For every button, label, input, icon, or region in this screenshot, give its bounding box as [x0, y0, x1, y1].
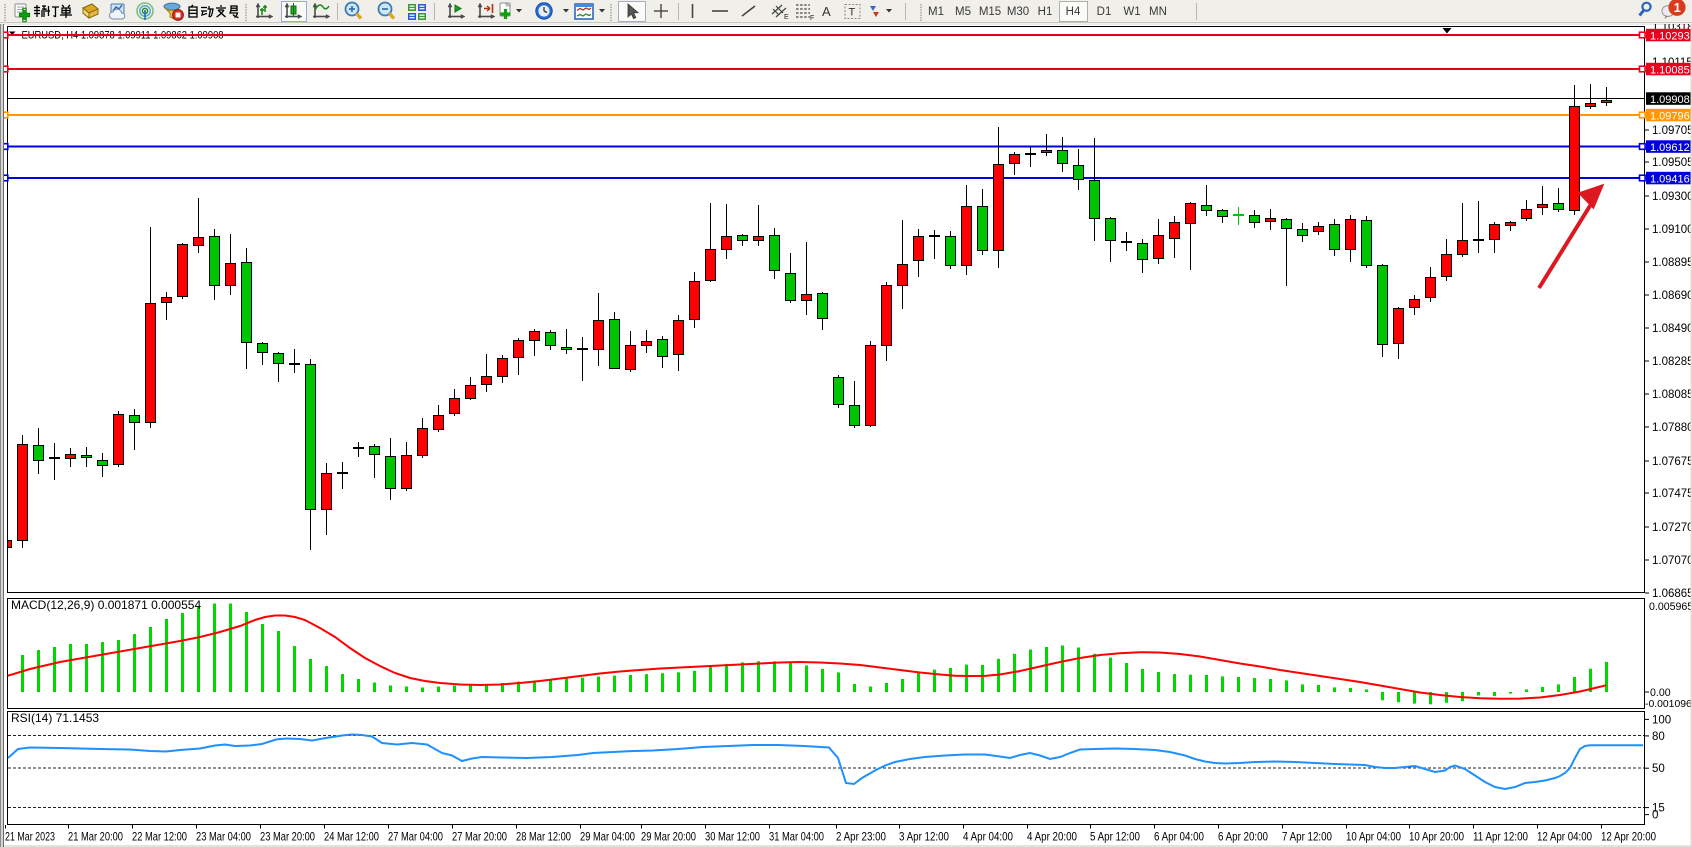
svg-text:M15: M15: [979, 6, 1001, 18]
svg-text:10 Apr 20:00: 10 Apr 20:00: [1409, 830, 1464, 844]
svg-text:T: T: [849, 7, 856, 19]
svg-text:0.005965: 0.005965: [1649, 601, 1692, 613]
svg-text:11 Apr 12:00: 11 Apr 12:00: [1473, 830, 1528, 844]
svg-text:28 Mar 12:00: 28 Mar 12:00: [516, 830, 571, 844]
svg-text:H4: H4: [1066, 6, 1081, 18]
svg-text:23 Mar 20:00: 23 Mar 20:00: [260, 830, 315, 844]
svg-text:24 Mar 12:00: 24 Mar 12:00: [324, 830, 379, 844]
svg-text:27 Mar 20:00: 27 Mar 20:00: [452, 830, 507, 844]
svg-text:29 Mar 04:00: 29 Mar 04:00: [580, 830, 635, 844]
svg-text:1.09705: 1.09705: [1652, 125, 1692, 137]
svg-text:1.07675: 1.07675: [1652, 456, 1692, 468]
svg-text:6 Apr 20:00: 6 Apr 20:00: [1218, 830, 1268, 844]
svg-text:1.07880: 1.07880: [1652, 422, 1692, 434]
svg-text:1: 1: [1674, 0, 1681, 15]
svg-text:2 Apr 23:00: 2 Apr 23:00: [836, 830, 886, 844]
svg-text:1.10085: 1.10085: [1650, 64, 1690, 76]
svg-text:0: 0: [1652, 810, 1658, 822]
svg-text:RSI(14) 71.1453: RSI(14) 71.1453: [11, 711, 99, 725]
svg-text:6 Apr 04:00: 6 Apr 04:00: [1154, 830, 1204, 844]
svg-text:0.00: 0.00: [1650, 687, 1671, 699]
svg-text:1.08690: 1.08690: [1652, 290, 1692, 302]
svg-text:M30: M30: [1007, 6, 1029, 18]
svg-text:15: 15: [1652, 803, 1665, 815]
svg-text:21 Mar 2023: 21 Mar 2023: [5, 830, 55, 844]
svg-text:23 Mar 04:00: 23 Mar 04:00: [196, 830, 251, 844]
svg-text:E: E: [784, 14, 789, 21]
svg-text:F: F: [810, 15, 814, 22]
svg-text:1.09300: 1.09300: [1652, 191, 1692, 203]
svg-text:-0.001096: -0.001096: [1645, 699, 1692, 710]
svg-text:H1: H1: [1038, 6, 1053, 18]
svg-text:1.09505: 1.09505: [1652, 157, 1692, 169]
svg-text:M1: M1: [928, 6, 944, 18]
svg-text:1.09612: 1.09612: [1650, 142, 1690, 154]
svg-text:22 Mar 12:00: 22 Mar 12:00: [132, 830, 187, 844]
svg-text:1.10293: 1.10293: [1650, 30, 1690, 42]
svg-text:27 Mar 04:00: 27 Mar 04:00: [388, 830, 443, 844]
svg-text:31 Mar 04:00: 31 Mar 04:00: [769, 830, 824, 844]
svg-text:5 Apr 12:00: 5 Apr 12:00: [1090, 830, 1140, 844]
svg-text:50: 50: [1652, 763, 1665, 775]
svg-text:1.09796: 1.09796: [1650, 110, 1690, 122]
svg-text:1.06865: 1.06865: [1652, 588, 1692, 600]
svg-text:W1: W1: [1123, 6, 1140, 18]
svg-text:A: A: [822, 4, 831, 19]
svg-text:7 Apr 12:00: 7 Apr 12:00: [1282, 830, 1332, 844]
svg-text:1.09908: 1.09908: [1650, 94, 1690, 106]
svg-text:100: 100: [1652, 714, 1671, 726]
svg-text:1.08490: 1.08490: [1652, 323, 1692, 335]
svg-text:1.08085: 1.08085: [1652, 389, 1692, 401]
svg-text:MN: MN: [1149, 6, 1167, 18]
svg-text:1.07475: 1.07475: [1652, 488, 1692, 500]
svg-text:4 Apr 04:00: 4 Apr 04:00: [963, 830, 1013, 844]
svg-text:1.08895: 1.08895: [1652, 257, 1692, 269]
svg-text:3 Apr 12:00: 3 Apr 12:00: [899, 830, 949, 844]
svg-text:10 Apr 04:00: 10 Apr 04:00: [1346, 830, 1401, 844]
svg-text:1.09100: 1.09100: [1652, 224, 1692, 236]
svg-text:1.07270: 1.07270: [1652, 522, 1692, 534]
svg-text:29 Mar 20:00: 29 Mar 20:00: [641, 830, 696, 844]
svg-text:21 Mar 20:00: 21 Mar 20:00: [68, 830, 123, 844]
svg-text:30 Mar 12:00: 30 Mar 12:00: [705, 830, 760, 844]
svg-text:12 Apr 20:00: 12 Apr 20:00: [1601, 830, 1656, 844]
svg-text:MACD(12,26,9) 0.001871 0.00055: MACD(12,26,9) 0.001871 0.000554: [11, 598, 201, 612]
svg-text:80: 80: [1652, 731, 1665, 743]
svg-text:4 Apr 20:00: 4 Apr 20:00: [1027, 830, 1077, 844]
svg-text:M5: M5: [955, 6, 971, 18]
svg-text:1.08285: 1.08285: [1652, 356, 1692, 368]
svg-text:D1: D1: [1097, 6, 1112, 18]
svg-text:1.07070: 1.07070: [1652, 555, 1692, 567]
svg-text:1.09416: 1.09416: [1650, 173, 1690, 185]
svg-text:12 Apr 04:00: 12 Apr 04:00: [1537, 830, 1592, 844]
